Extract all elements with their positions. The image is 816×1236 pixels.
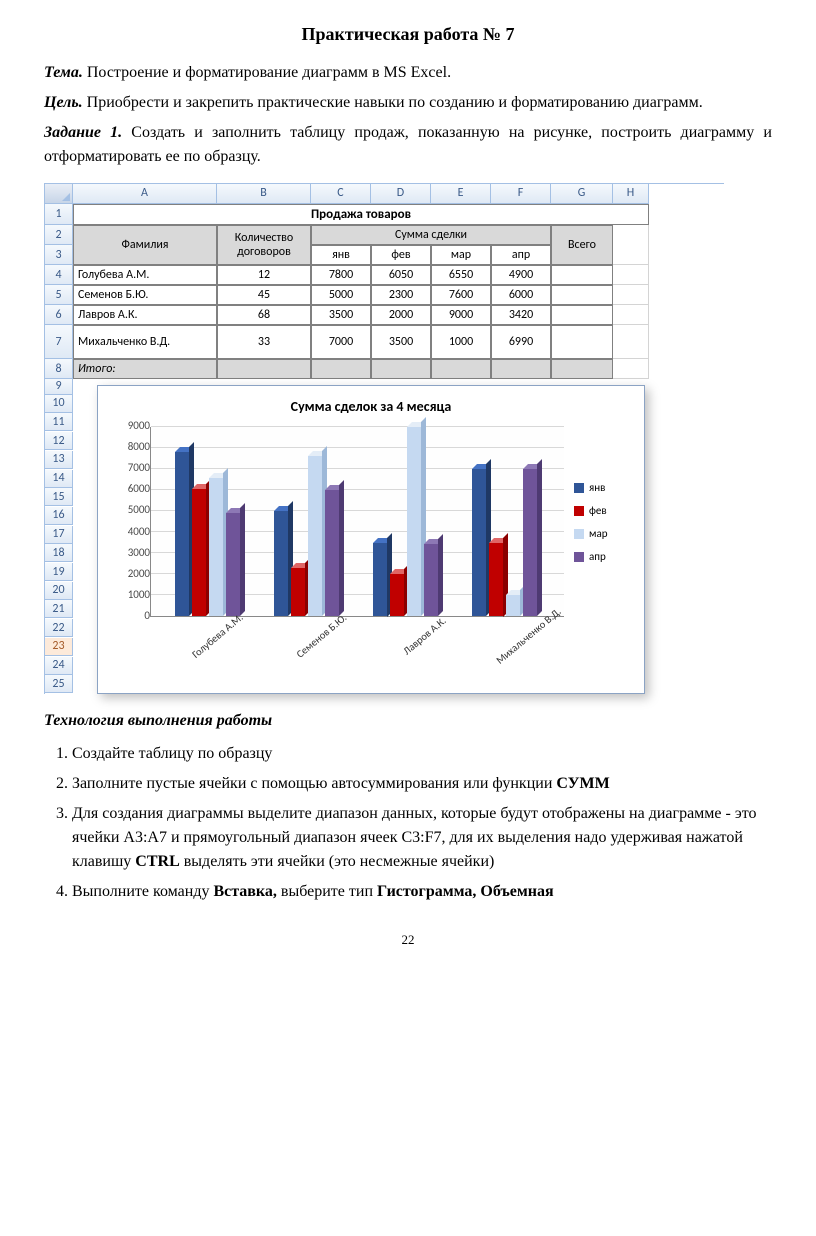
bar bbox=[489, 543, 503, 617]
zad-para: Задание 1. Создать и заполнить таблицу п… bbox=[44, 121, 772, 169]
bar bbox=[291, 568, 305, 616]
bar bbox=[373, 543, 387, 617]
bar bbox=[523, 469, 537, 616]
cel-para: Цель. Приобрести и закрепить практически… bbox=[44, 91, 772, 115]
bar bbox=[390, 574, 404, 616]
bar bbox=[175, 452, 189, 616]
cel-text: Приобрести и закрепить практические навы… bbox=[83, 94, 703, 111]
bar bbox=[407, 427, 421, 616]
zad-label: Задание 1. bbox=[44, 124, 122, 141]
steps-list: Создайте таблицу по образцу Заполните пу… bbox=[44, 742, 772, 904]
step-4: Выполните команду Вставка, выберите тип … bbox=[72, 880, 772, 904]
bar bbox=[472, 469, 486, 616]
tema-label: Тема. bbox=[44, 64, 83, 81]
step-1: Создайте таблицу по образцу bbox=[72, 742, 772, 766]
bar bbox=[192, 489, 206, 616]
excel-screenshot: ABCDEFGH1Продажа товаров2ФамилияКоличест… bbox=[44, 183, 724, 694]
bar bbox=[209, 478, 223, 616]
tema-para: Тема. Построение и форматирование диагра… bbox=[44, 61, 772, 85]
chart-title: Сумма сделок за 4 месяца bbox=[106, 398, 636, 415]
step-2: Заполните пустые ячейки с помощью автосу… bbox=[72, 772, 772, 796]
step-3: Для создания диаграммы выделите диапазон… bbox=[72, 802, 772, 874]
page-number: 22 bbox=[44, 932, 772, 948]
cel-label: Цель. bbox=[44, 94, 83, 111]
legend: янвфевмарапр bbox=[574, 427, 636, 617]
zad-text: Создать и заполнить таблицу продаж, пока… bbox=[44, 124, 772, 165]
tema-text: Построение и форматирование диаграмм в M… bbox=[83, 64, 451, 81]
bar bbox=[308, 456, 322, 616]
chart: Сумма сделок за 4 месяца9000800070006000… bbox=[97, 385, 645, 694]
bar bbox=[274, 511, 288, 616]
tech-heading: Технология выполнения работы bbox=[44, 712, 772, 730]
page-title: Практическая работа № 7 bbox=[44, 24, 772, 45]
